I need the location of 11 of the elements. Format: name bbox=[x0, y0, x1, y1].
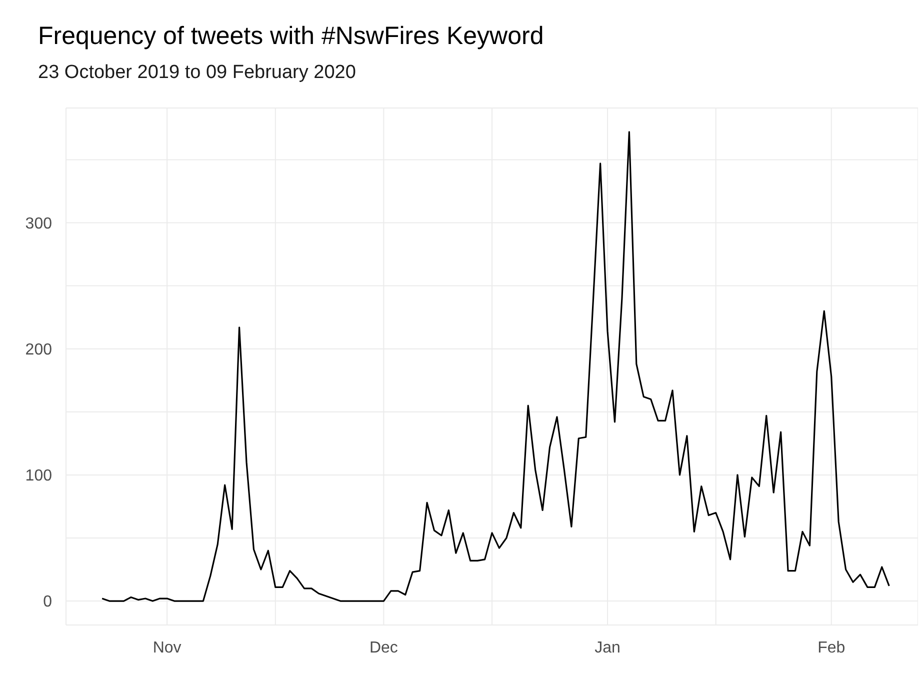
x-tick-label: Dec bbox=[369, 639, 398, 656]
x-tick-label: Feb bbox=[818, 639, 846, 656]
y-tick-label: 200 bbox=[25, 342, 52, 359]
y-tick-label: 300 bbox=[25, 215, 52, 232]
y-tick-label: 0 bbox=[43, 594, 52, 611]
x-tick-label: Jan bbox=[594, 639, 620, 656]
chart-title: Frequency of tweets with #NswFires Keyword bbox=[38, 22, 544, 51]
y-tick-label: 100 bbox=[25, 468, 52, 485]
line-series bbox=[101, 131, 890, 602]
x-tick-label: Nov bbox=[152, 639, 182, 656]
chart-subtitle: 23 October 2019 to 09 February 2020 bbox=[38, 62, 356, 84]
